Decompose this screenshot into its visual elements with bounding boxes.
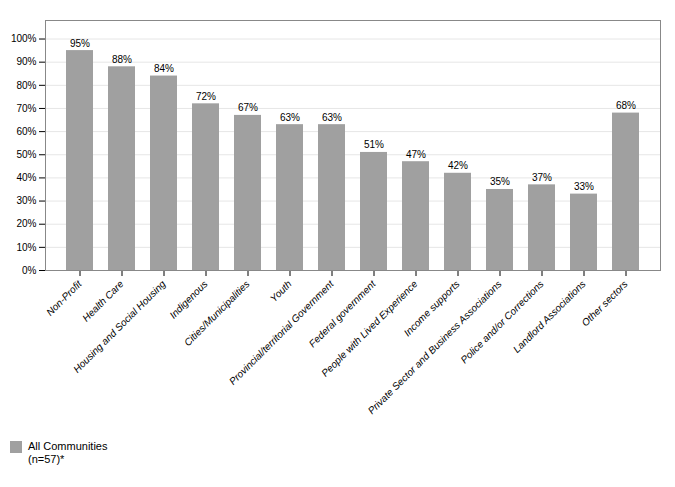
svg-text:0%: 0% — [22, 265, 37, 276]
svg-text:Federal government: Federal government — [307, 277, 379, 349]
svg-text:100%: 100% — [11, 33, 37, 44]
svg-text:88%: 88% — [112, 54, 132, 65]
svg-text:90%: 90% — [16, 56, 36, 67]
svg-text:20%: 20% — [16, 218, 36, 229]
svg-text:80%: 80% — [16, 80, 36, 91]
svg-text:70%: 70% — [16, 103, 36, 114]
svg-text:Landlord Associations: Landlord Associations — [511, 278, 588, 355]
svg-text:37%: 37% — [532, 172, 552, 183]
svg-text:Other sectors: Other sectors — [579, 278, 629, 328]
svg-text:63%: 63% — [280, 112, 300, 123]
svg-text:Police and/or Corrections: Police and/or Corrections — [459, 278, 546, 365]
svg-text:33%: 33% — [574, 181, 594, 192]
svg-text:47%: 47% — [406, 149, 426, 160]
svg-text:95%: 95% — [70, 38, 90, 49]
svg-text:63%: 63% — [322, 112, 342, 123]
svg-text:68%: 68% — [616, 100, 636, 111]
svg-text:51%: 51% — [364, 139, 384, 150]
svg-text:Youth: Youth — [268, 278, 294, 304]
svg-text:35%: 35% — [490, 176, 510, 187]
svg-text:67%: 67% — [238, 102, 258, 113]
svg-text:60%: 60% — [16, 126, 36, 137]
svg-text:10%: 10% — [16, 242, 36, 253]
svg-text:72%: 72% — [196, 91, 216, 102]
svg-text:People with Lived Experience: People with Lived Experience — [319, 278, 420, 379]
svg-text:Non-Profit: Non-Profit — [44, 277, 84, 317]
svg-text:42%: 42% — [448, 160, 468, 171]
svg-text:84%: 84% — [154, 63, 174, 74]
svg-text:30%: 30% — [16, 195, 36, 206]
svg-text:40%: 40% — [16, 172, 36, 183]
svg-text:Housing and Social Housing: Housing and Social Housing — [71, 278, 168, 375]
html-text:All Communities (n=57)*: All Communities (n=57)* — [28, 440, 108, 466]
svg-text:Indigenous: Indigenous — [167, 278, 209, 320]
svg-text:Provincial/territorial Governm: Provincial/territorial Government — [226, 278, 336, 387]
svg-text:Health Care: Health Care — [80, 278, 126, 324]
svg-text:50%: 50% — [16, 149, 36, 160]
svg-text:Private Sector and Business As: Private Sector and Business Associations — [365, 278, 504, 417]
svg-text:Income supports: Income supports — [401, 278, 462, 339]
svg-text:Cities/Municipalities: Cities/Municipalities — [182, 278, 252, 348]
